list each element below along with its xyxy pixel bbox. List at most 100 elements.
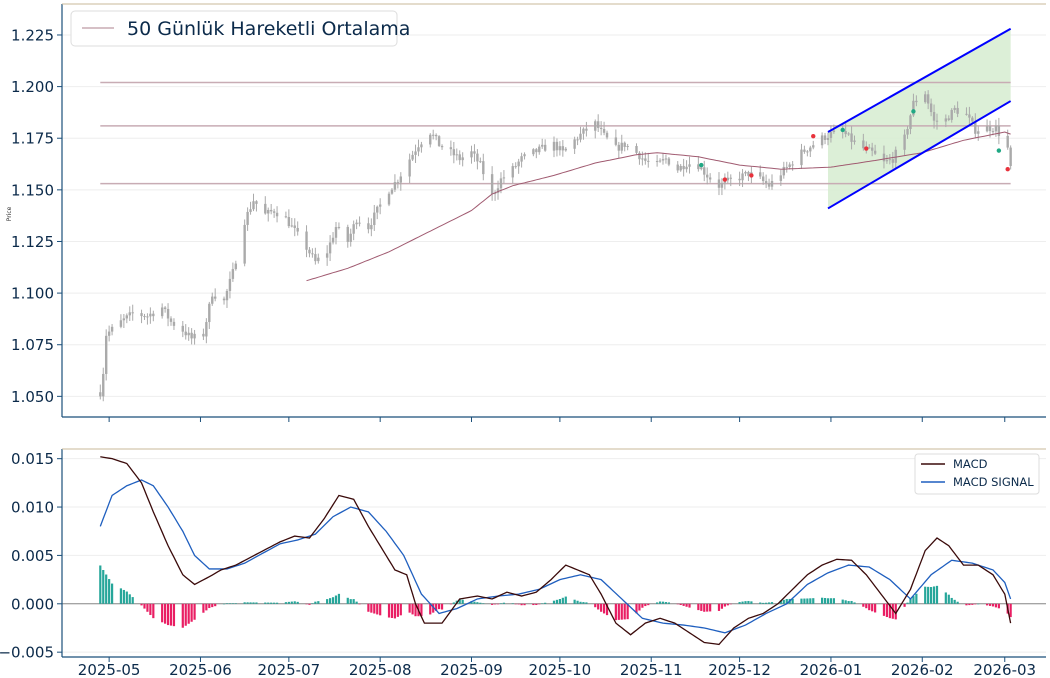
candle (594, 119, 597, 139)
histogram-bar (532, 603, 535, 606)
candle-body (311, 253, 314, 255)
candle (596, 114, 600, 132)
candle-body (104, 335, 108, 374)
candle-body (305, 231, 308, 250)
histogram-bar (862, 603, 865, 607)
candle-body (679, 165, 682, 171)
candle-body (635, 145, 638, 153)
candle-body (906, 129, 909, 135)
candle (779, 169, 783, 186)
date-x-tick-label: 2025-05 (78, 661, 141, 678)
candle (420, 141, 423, 153)
histogram-bar (623, 603, 626, 620)
candle (213, 288, 217, 302)
candle-body (767, 183, 771, 187)
histogram-bar (644, 603, 647, 607)
histogram-bar (697, 603, 700, 611)
histogram-bar (293, 601, 296, 604)
candle-body (414, 151, 417, 155)
histogram-bar (214, 603, 217, 607)
candle (470, 145, 473, 164)
histogram-bar (894, 603, 897, 620)
histogram-bar (906, 602, 909, 604)
candle-body (638, 152, 641, 160)
date-x-tick-label: 2025-12 (708, 661, 771, 678)
candle-body (700, 167, 703, 170)
candle-body (764, 181, 768, 184)
candle (803, 145, 806, 154)
candle-body (561, 146, 565, 151)
histogram-bar (414, 603, 417, 617)
histogram-bar (317, 601, 320, 604)
histogram-bar (99, 565, 102, 604)
candle-body (473, 151, 476, 154)
histogram-bar (620, 603, 623, 620)
price-legend-box (70, 10, 398, 47)
candle (977, 126, 980, 141)
histogram-bar (143, 603, 146, 609)
signal-buy-marker (699, 162, 704, 168)
candle (337, 222, 341, 230)
candle (717, 172, 721, 196)
candle (853, 135, 856, 145)
candle (222, 296, 226, 305)
candle-body (729, 177, 732, 179)
candle-body (125, 315, 129, 319)
histogram-bar (1009, 603, 1012, 618)
histogram-bar (284, 602, 288, 604)
histogram-bar (499, 603, 503, 604)
histogram-bar (991, 603, 995, 607)
candle-body (334, 227, 338, 238)
candle (119, 314, 123, 329)
candle (437, 135, 441, 148)
candle (909, 114, 912, 135)
histogram-bar (102, 570, 105, 604)
candle (228, 271, 232, 299)
candle-body (496, 188, 500, 193)
candle-body (626, 145, 629, 147)
macd-y-tick-label: −0.005 (0, 644, 54, 662)
candle-body (390, 189, 394, 194)
histogram-bar (723, 603, 726, 607)
macd-signal-line (99, 479, 1012, 634)
candle-body (267, 209, 270, 214)
candle-body (449, 147, 453, 150)
candle (414, 144, 417, 163)
candle (511, 163, 514, 184)
candle-body (408, 159, 411, 177)
candle (661, 153, 665, 165)
histogram-bar (449, 603, 452, 605)
histogram-bar (252, 602, 255, 604)
candle (552, 136, 556, 158)
candle-body (296, 227, 299, 232)
histogram-bar (187, 603, 190, 624)
candle-body (482, 161, 485, 175)
candle-body (331, 237, 335, 243)
candle-body (452, 149, 456, 156)
histogram-bar (367, 603, 370, 612)
candle (160, 303, 164, 319)
candle (535, 148, 538, 159)
candle (490, 166, 494, 201)
candle (152, 310, 155, 322)
candle-body (885, 160, 889, 162)
candle-body (741, 173, 744, 181)
price-y-tick-label: 1.100 (11, 285, 54, 303)
candle-body (720, 182, 724, 188)
candle (517, 158, 520, 174)
candle-body (994, 125, 998, 132)
candle (396, 179, 400, 189)
candle (181, 320, 184, 338)
candle-body (434, 134, 438, 137)
histogram-bar (181, 603, 184, 628)
histogram-bar (352, 599, 355, 604)
histogram-bar (541, 603, 544, 604)
histogram-bar (476, 602, 479, 604)
signal-buy-marker (840, 127, 845, 133)
histogram-bar (809, 598, 812, 604)
candle-body (915, 100, 918, 103)
histogram-bar (331, 597, 335, 604)
price-legend: 50 Günlük Hareketli Ortalama (70, 10, 410, 47)
candle (290, 217, 293, 228)
candle-body (812, 145, 815, 148)
